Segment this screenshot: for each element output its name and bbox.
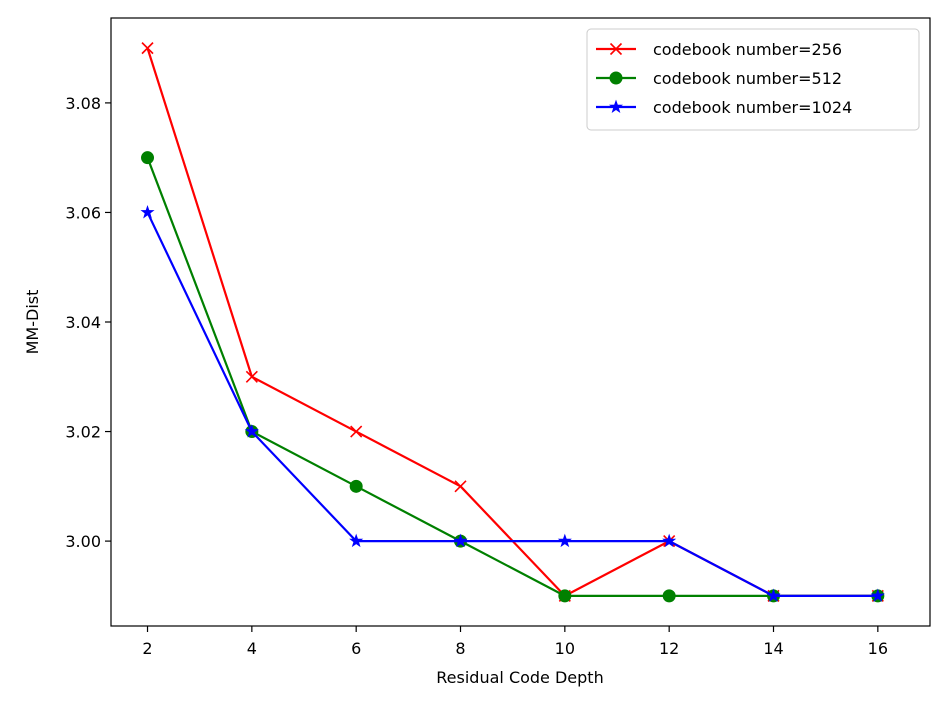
legend-marker [609, 42, 623, 56]
x-tick-label: 14 [763, 639, 783, 658]
legend-label: codebook number=1024 [653, 98, 852, 117]
data-point [349, 479, 363, 493]
series-line [146, 157, 878, 597]
data-point [662, 589, 676, 603]
legend-marker [608, 99, 624, 113]
y-tick-label: 3.00 [65, 532, 101, 551]
legend-frame [586, 28, 920, 131]
x-tick-label: 16 [868, 639, 888, 658]
legend-label: codebook number=512 [653, 69, 842, 88]
series-line [146, 211, 878, 597]
data-point [141, 151, 155, 165]
legend-label: codebook number=256 [653, 40, 842, 59]
legend-marker [609, 71, 623, 85]
x-tick-label: 6 [351, 639, 361, 658]
x-tick-label: 12 [659, 639, 679, 658]
data-point [662, 533, 677, 548]
data-point [453, 533, 468, 548]
data-point [454, 480, 467, 493]
data-point [141, 42, 154, 55]
data-point [244, 424, 259, 438]
series-3 [140, 205, 885, 602]
data-point [766, 588, 781, 602]
data-point [140, 205, 155, 219]
x-tick-label: 4 [247, 639, 257, 658]
x-tick-label: 8 [455, 639, 465, 658]
legend-entry-3: codebook number=1024 [596, 98, 852, 117]
data-point [350, 425, 363, 438]
series-layer [140, 42, 885, 603]
y-tick-label: 3.06 [65, 203, 101, 222]
legend-entry-2: codebook number=512 [596, 69, 842, 88]
data-point [557, 533, 572, 548]
legend-entry-1: codebook number=256 [596, 40, 842, 59]
legend: codebook number=256 codebook number=512 co… [586, 28, 920, 131]
data-point [870, 588, 885, 602]
y-tick-label: 3.02 [65, 423, 101, 442]
x-tick-label: 10 [555, 639, 575, 658]
data-point [558, 589, 572, 603]
data-point [349, 533, 364, 548]
x-tick-label: 2 [142, 639, 152, 658]
x-axis: 2 4 6 8 10 12 14 16 [142, 626, 888, 658]
y-axis: 3.00 3.02 3.04 3.06 3.08 [65, 94, 111, 551]
y-tick-label: 3.04 [65, 313, 101, 332]
y-tick-label: 3.08 [65, 94, 101, 113]
data-point [245, 370, 258, 383]
y-axis-title: MM-Dist [23, 290, 42, 355]
x-axis-title: Residual Code Depth [436, 668, 603, 687]
